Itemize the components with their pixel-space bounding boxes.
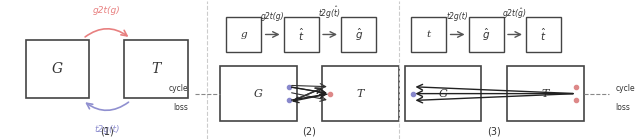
Text: $\hat{g}$: $\hat{g}$: [355, 26, 363, 43]
Text: t: t: [427, 30, 431, 39]
FancyBboxPatch shape: [507, 66, 584, 121]
Text: cycle: cycle: [168, 84, 188, 93]
Text: T: T: [152, 62, 161, 76]
FancyBboxPatch shape: [284, 17, 319, 52]
Text: (2): (2): [302, 126, 316, 136]
Text: g2t($\hat{g}$): g2t($\hat{g}$): [502, 6, 527, 21]
Text: G: G: [52, 62, 63, 76]
FancyBboxPatch shape: [227, 17, 262, 52]
Text: G: G: [254, 89, 263, 99]
Text: (3): (3): [488, 126, 501, 136]
Text: $\hat{t}$: $\hat{t}$: [540, 26, 547, 43]
FancyBboxPatch shape: [26, 40, 90, 98]
Text: t2g(t): t2g(t): [446, 12, 468, 21]
Text: cycle: cycle: [616, 84, 635, 93]
Text: $\hat{t}$: $\hat{t}$: [298, 26, 305, 43]
FancyBboxPatch shape: [405, 66, 481, 121]
FancyBboxPatch shape: [412, 17, 447, 52]
Text: (1): (1): [100, 126, 114, 136]
FancyBboxPatch shape: [322, 66, 399, 121]
Text: g2t(g): g2t(g): [93, 6, 121, 15]
FancyBboxPatch shape: [468, 17, 504, 52]
Text: loss: loss: [173, 103, 188, 112]
Text: G: G: [439, 89, 447, 99]
Text: $\hat{g}$: $\hat{g}$: [482, 26, 490, 43]
FancyBboxPatch shape: [124, 40, 188, 98]
Text: t2g($\hat{t}$): t2g($\hat{t}$): [318, 4, 341, 21]
Text: T: T: [541, 89, 549, 99]
FancyBboxPatch shape: [526, 17, 561, 52]
FancyBboxPatch shape: [220, 66, 296, 121]
Text: g: g: [241, 30, 247, 39]
FancyBboxPatch shape: [341, 17, 376, 52]
Text: g2t(g): g2t(g): [260, 12, 284, 21]
Text: t2g(t): t2g(t): [94, 125, 120, 134]
Text: loss: loss: [616, 103, 630, 112]
Text: T: T: [356, 89, 364, 99]
